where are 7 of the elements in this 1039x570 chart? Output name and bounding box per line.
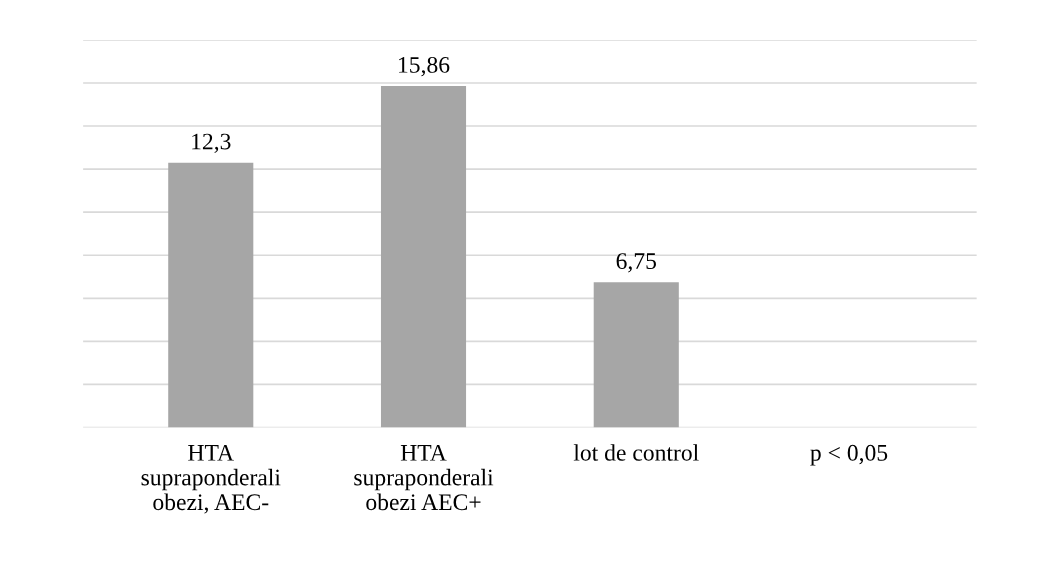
x-tick-label: HTA supraponderali obezi, AEC- xyxy=(141,444,281,514)
x-tick-label: lot de control xyxy=(573,444,699,461)
data-label: 15,86 xyxy=(399,56,450,77)
x-tick-label: p < 0,05 xyxy=(810,444,888,466)
x-tick-label: HTA supraponderali obezi AEC+ xyxy=(354,444,494,511)
data-label: 6,75 xyxy=(616,253,656,273)
data-label: 12,3 xyxy=(192,133,231,153)
